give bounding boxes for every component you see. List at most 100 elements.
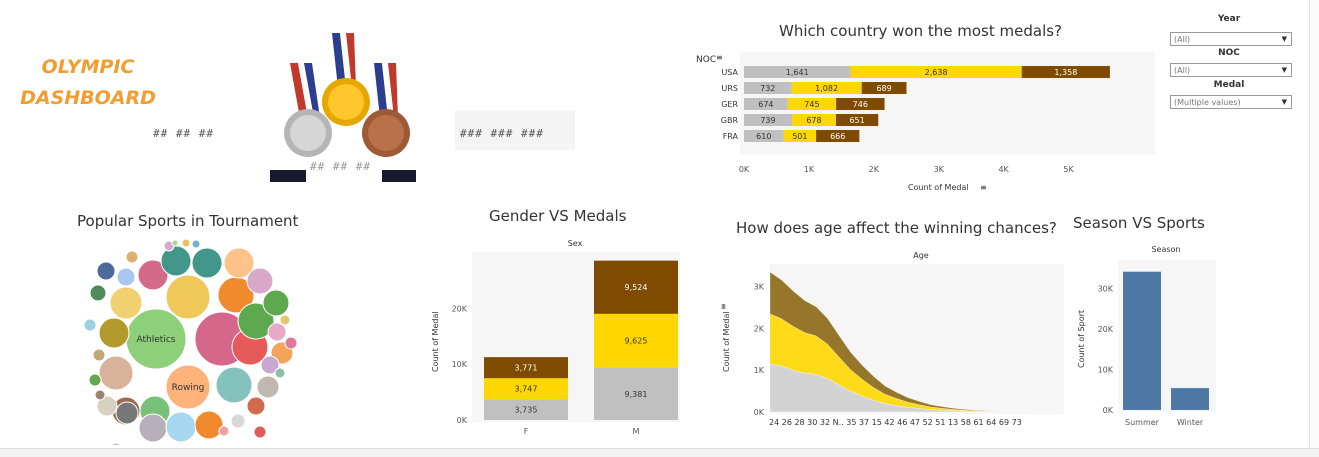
sport-bubble[interactable] (171, 239, 179, 247)
sport-bubble[interactable] (165, 274, 211, 320)
season-bar[interactable] (1171, 388, 1209, 410)
kpi-box (455, 110, 575, 150)
season-y-tick-label: 20K (1098, 325, 1114, 334)
filter-year-label: Year (1217, 14, 1241, 24)
country-bar-segment[interactable] (783, 130, 817, 142)
country-x-tick-label: 4K (998, 165, 1009, 174)
country-bar-segment[interactable] (744, 98, 788, 110)
gender-bar-segment[interactable] (484, 399, 568, 420)
country-bar-label: 746 (853, 100, 868, 109)
country-bar-segment[interactable] (816, 130, 860, 142)
filter-year-select[interactable]: (All) ▼ (1170, 32, 1292, 46)
sport-bubble[interactable] (92, 348, 106, 362)
filter-medal-select[interactable]: (Multiple values) ▼ (1170, 95, 1292, 109)
sport-bubble[interactable] (89, 284, 107, 302)
country-bar-segment[interactable] (1021, 66, 1110, 78)
country-x-tick-label: 0K (739, 165, 750, 174)
sport-bubble[interactable] (116, 267, 136, 287)
sort-icon[interactable]: ≡ (980, 183, 987, 192)
kpi-placeholder-center: ## ## ## (310, 160, 371, 173)
country-bar-label: 666 (830, 132, 845, 141)
age-y-tick-label: 1K (754, 366, 765, 375)
sport-bubble[interactable] (260, 355, 280, 375)
gender-bar-label: 3,747 (515, 385, 538, 394)
gender-bar-segment[interactable] (484, 378, 568, 400)
sort-icon[interactable]: ≡ (716, 53, 723, 62)
country-bar-segment[interactable] (835, 114, 879, 126)
sport-bubble[interactable] (284, 336, 298, 350)
sport-bubble[interactable] (96, 261, 116, 281)
age-area-silver[interactable] (769, 363, 1059, 413)
gender-y-tick-label: 0K (457, 416, 468, 425)
chevron-down-icon: ▼ (1281, 66, 1287, 74)
country-bar-segment[interactable] (791, 82, 862, 94)
country-bar-label: 678 (806, 116, 821, 125)
sport-bubble[interactable] (246, 396, 266, 416)
country-bar-segment[interactable] (791, 114, 836, 126)
country-bar-segment[interactable] (744, 130, 784, 142)
sport-bubble[interactable] (98, 355, 134, 391)
sport-bubble[interactable] (246, 267, 274, 295)
filter-medal-label: Medal (1213, 80, 1245, 90)
season-bar[interactable] (1123, 271, 1161, 410)
sport-bubble[interactable] (279, 314, 291, 326)
gender-bar-segment[interactable] (594, 313, 678, 368)
gender-y-tick-label: 10K (452, 360, 468, 369)
country-bar-segment[interactable] (836, 98, 885, 110)
country-bar-segment[interactable] (744, 114, 792, 126)
country-bar-label: 1,082 (815, 84, 838, 93)
sport-bubble[interactable] (111, 442, 121, 445)
country-bar-segment[interactable] (861, 82, 907, 94)
sport-bubble[interactable] (98, 317, 130, 349)
dashboard-title-line1: OLYMPIC (41, 56, 135, 78)
sport-bubble[interactable] (218, 425, 230, 437)
sport-bubble[interactable] (160, 245, 192, 277)
chevron-down-icon: ▼ (1281, 35, 1287, 43)
season-y-axis-label: Count of Sport (1077, 310, 1086, 368)
sport-bubble[interactable] (215, 366, 253, 404)
sport-bubble[interactable] (115, 401, 139, 425)
sort-icon[interactable]: ≡ (719, 303, 728, 310)
sport-bubble[interactable] (274, 367, 286, 379)
sport-bubble[interactable] (191, 239, 201, 249)
sport-bubble[interactable] (125, 250, 139, 264)
country-bar-segment[interactable] (744, 66, 851, 78)
sport-bubble[interactable] (194, 410, 224, 440)
country-y-axis-label: NOC (696, 55, 716, 65)
sport-bubble[interactable] (262, 289, 290, 317)
sport-bubble[interactable] (88, 373, 102, 387)
filter-noc-select[interactable]: (All) ▼ (1170, 63, 1292, 77)
sport-bubble[interactable] (223, 247, 255, 279)
sport-bubble[interactable] (253, 425, 267, 439)
sport-bubble[interactable] (109, 286, 143, 320)
sport-bubble[interactable] (165, 411, 197, 443)
country-bar-label: 732 (760, 84, 775, 93)
country-bar-segment[interactable] (787, 98, 837, 110)
bottom-toolbar (0, 448, 1319, 457)
season-x-tick-label: Summer (1125, 418, 1160, 427)
sport-bubble[interactable] (165, 364, 211, 410)
gender-bar-label: 9,381 (625, 390, 648, 399)
sport-bubble[interactable] (137, 259, 169, 291)
sport-bubble[interactable] (96, 395, 118, 417)
sport-bubble[interactable] (230, 413, 246, 429)
country-bar-segment[interactable] (850, 66, 1022, 78)
sport-bubble[interactable] (237, 302, 275, 340)
sport-bubble[interactable] (83, 318, 97, 332)
sport-bubble[interactable] (191, 247, 223, 279)
gender-chart-title: Gender VS Medals (489, 207, 627, 225)
sport-bubble[interactable] (181, 238, 191, 248)
gender-bar-segment[interactable] (484, 357, 568, 379)
gender-x-tick-label: F (524, 427, 529, 436)
country-x-tick-label: 3K (934, 165, 945, 174)
gender-bar-segment[interactable] (594, 367, 678, 420)
vertical-scrollbar[interactable] (1309, 0, 1319, 448)
age-y-axis-label: Count of Medal (722, 311, 731, 372)
sport-bubble[interactable] (138, 413, 168, 443)
sport-bubble[interactable] (267, 322, 287, 342)
country-bar-label: 501 (792, 132, 807, 141)
sport-bubble[interactable] (256, 375, 280, 399)
gender-bar-segment[interactable] (594, 260, 678, 314)
country-bar-segment[interactable] (744, 82, 792, 94)
sport-bubble[interactable] (94, 389, 106, 401)
